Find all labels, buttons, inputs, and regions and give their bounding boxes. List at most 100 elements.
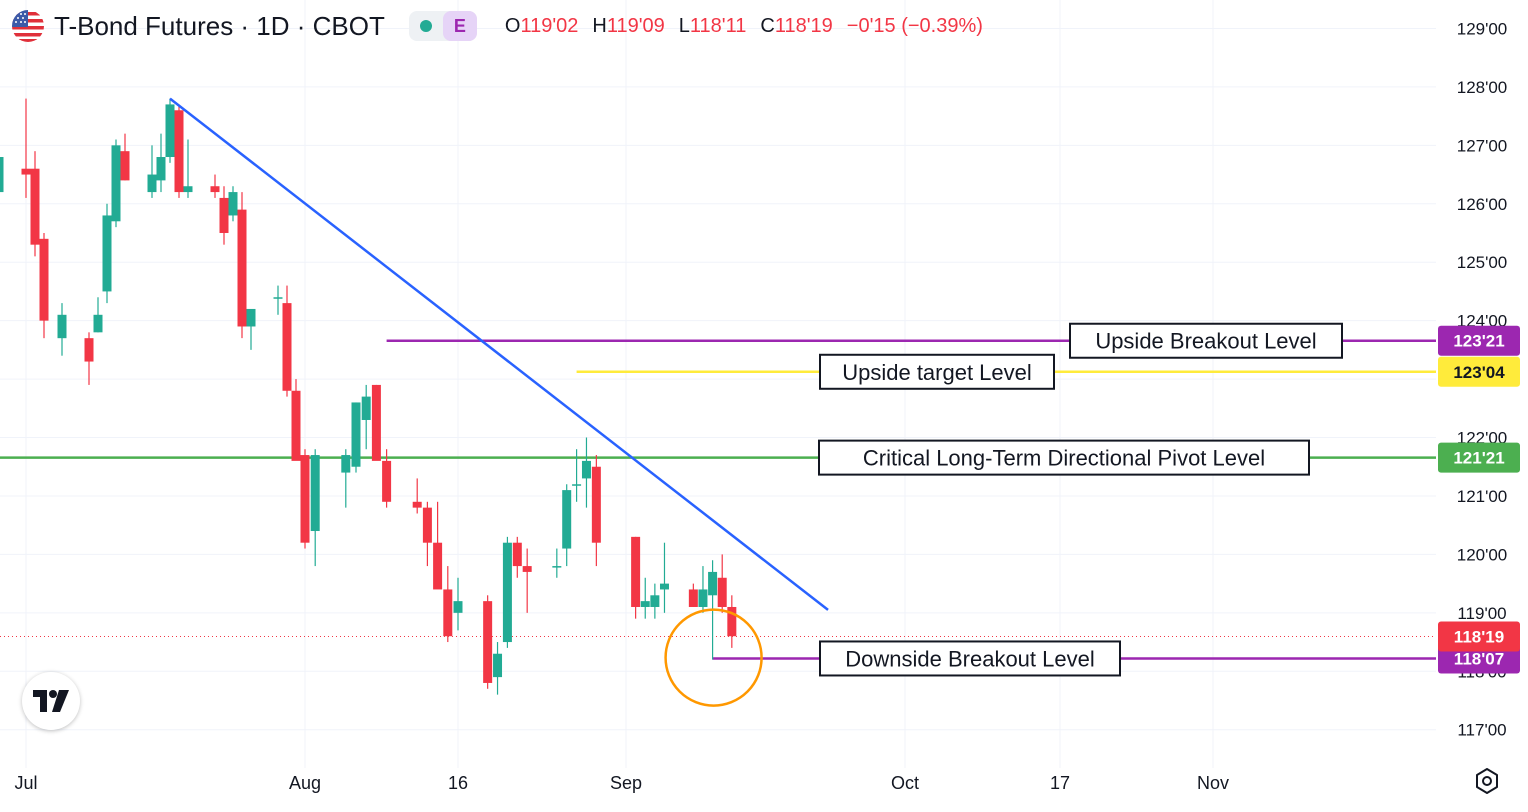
level-price-tag-3: 121'21: [1453, 449, 1504, 468]
ohlc-high: H119'09: [592, 14, 665, 37]
candle-body: [291, 390, 301, 461]
candle-body: [502, 542, 512, 643]
candle-body: [483, 601, 493, 683]
candle-body: [727, 606, 737, 637]
candle-body: [57, 314, 67, 339]
candle-body: [688, 589, 698, 607]
ohlc-values: O119'02 H119'09 L118'11 C118'19 −0'15 (−…: [505, 15, 983, 38]
candle-body: [382, 460, 392, 502]
highlight-circle[interactable]: [664, 608, 763, 707]
level-price-tag-4: 118'07: [1454, 649, 1504, 668]
x-axis-tick-label: Jul: [14, 773, 37, 793]
candle-body: [512, 542, 522, 567]
x-axis-tick-label: Sep: [610, 773, 642, 793]
candle-body: [228, 192, 238, 216]
candle-body: [30, 168, 40, 245]
ohlc-open: O119'02: [504, 14, 579, 37]
level-label-box[interactable]: [818, 439, 1310, 476]
candle-body: [341, 455, 351, 473]
candle-body: [371, 384, 381, 461]
candle-body: [493, 653, 503, 678]
ohlc-close: C118'19: [760, 14, 833, 37]
tradingview-logo[interactable]: [22, 672, 80, 730]
candle-body: [310, 455, 320, 532]
market-status-indicator[interactable]: [409, 11, 443, 41]
level-label-text: Critical Long-Term Directional Pivot Lev…: [863, 446, 1265, 471]
candle-body: [361, 396, 371, 420]
ohlc-low: L118'11: [678, 14, 747, 37]
market-open-dot-icon: [419, 20, 432, 32]
candle-body: [111, 145, 121, 222]
candle-body: [422, 507, 432, 543]
y-axis-tick-label: 120'00: [1457, 545, 1508, 564]
y-axis-tick-label: 129'00: [1457, 19, 1508, 38]
y-axis-tick-label: 117'00: [1457, 721, 1506, 740]
last-price-tag: 118'19: [1454, 628, 1504, 647]
level-price-tag-1: 123'21: [1453, 332, 1504, 351]
x-axis-tick-label: Aug: [289, 773, 321, 793]
last-price-tag-bg: [1438, 621, 1520, 652]
symbol-title[interactable]: T-Bond Futures · 1D · CBOT: [54, 10, 385, 41]
level-price-tag-2: 123'04: [1453, 363, 1505, 382]
candle-body: [102, 215, 112, 292]
level-price-tag-1-bg: [1438, 325, 1520, 356]
price-change: −0'15 (−0.39%): [846, 14, 983, 37]
candle-body: [147, 174, 157, 193]
x-axis-tick-label: Oct: [891, 773, 919, 793]
candle-body: [120, 151, 130, 181]
candle-body: [183, 186, 193, 193]
candle-body: [93, 314, 103, 333]
level-label-box[interactable]: [819, 640, 1121, 677]
earnings-badge[interactable]: E: [442, 11, 477, 41]
candle-body: [717, 577, 727, 607]
candle-body: [174, 110, 184, 193]
candle-body: [562, 490, 572, 549]
downtrend-line[interactable]: [169, 97, 829, 611]
candle-body: [591, 466, 601, 543]
status-pill[interactable]: E: [408, 11, 477, 41]
candle-body: [282, 303, 292, 391]
settings-icon[interactable]: [1472, 766, 1502, 796]
candle-body: [640, 601, 650, 607]
candle-body: [39, 238, 49, 321]
y-axis-tick-label: 128'00: [1457, 78, 1508, 97]
y-axis-tick-label: 121'00: [1457, 487, 1508, 506]
y-axis-tick-label: 126'00: [1457, 195, 1508, 214]
candle-body: [21, 168, 31, 175]
candle-body: [698, 589, 708, 607]
candle-body: [631, 536, 641, 607]
level-label-box[interactable]: [819, 353, 1055, 390]
candle-body: [650, 595, 660, 607]
candle-body: [522, 566, 532, 572]
candle-body: [572, 484, 582, 486]
candle-body: [443, 589, 453, 637]
candle-body: [581, 460, 591, 479]
candle-body: [0, 157, 4, 193]
level-label-text: Upside Breakout Level: [1095, 329, 1316, 354]
candle-body: [237, 209, 247, 327]
y-axis-tick-label: 127'00: [1457, 136, 1508, 155]
candle-body: [273, 297, 283, 299]
candle-body: [433, 542, 443, 590]
candle-body: [156, 157, 166, 181]
us-flag-icon: [12, 10, 44, 42]
candle-body: [246, 308, 256, 327]
symbol-header: T-Bond Futures · 1D · CBOT E O119'02 H11…: [12, 6, 983, 46]
level-label-text: Upside target Level: [842, 360, 1032, 385]
candle-body: [552, 566, 562, 568]
candle-body: [708, 571, 718, 596]
level-price-tag-3-bg: [1438, 442, 1520, 473]
y-axis-tick-label: 119'00: [1457, 604, 1506, 623]
x-axis-tick-label: Nov: [1197, 773, 1229, 793]
x-axis-tick-label: 16: [448, 773, 468, 793]
level-price-tag-2-bg: [1438, 356, 1520, 387]
candle-body: [453, 601, 463, 613]
candle-body: [210, 186, 220, 193]
x-axis-tick-label: 17: [1050, 773, 1070, 793]
level-label-box[interactable]: [1069, 322, 1343, 359]
candle-body: [84, 338, 94, 362]
candle-body: [300, 455, 310, 543]
candle-body: [659, 583, 669, 590]
